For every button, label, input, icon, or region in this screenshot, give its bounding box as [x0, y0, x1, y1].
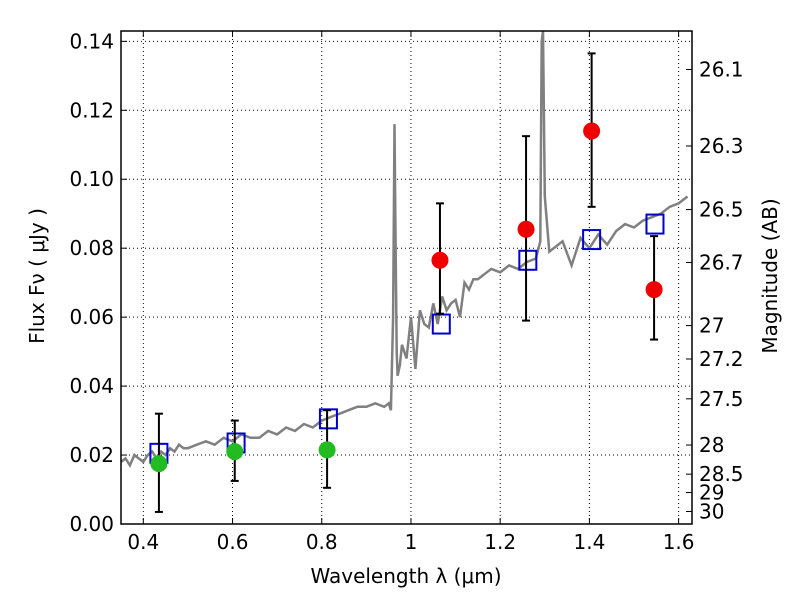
observed-flux-point [517, 220, 535, 238]
right-tick-label: 27 [699, 314, 724, 338]
observed-flux-point [226, 443, 244, 461]
x-tick-label: 1.4 [573, 530, 605, 554]
right-tick-label: 28.5 [699, 462, 744, 486]
model-photometry-square [582, 229, 602, 251]
model-photometry-square [645, 213, 665, 235]
observed-flux-point [150, 455, 168, 473]
y-tick-label: 0.12 [69, 98, 114, 122]
y-tick-label: 0.00 [69, 512, 114, 536]
plot-frame [120, 30, 693, 525]
x-tick-label: 0.6 [217, 530, 249, 554]
y-tick-label: 0.02 [69, 443, 114, 467]
y-tick-label: 0.10 [69, 167, 114, 191]
plot-area [121, 31, 689, 513]
model-spectrum-line [121, 31, 689, 469]
x-tick-label: 0.8 [306, 530, 338, 554]
x-tick-label: 1 [405, 530, 418, 554]
right-tick-label: 26.7 [699, 250, 744, 274]
y-tick-label: 0.06 [69, 305, 114, 329]
y-tick-label: 0.14 [69, 29, 114, 53]
axes: 0.4 0.6 0.8 1 1.2 1.4 1.6 0.00 0.02 0.04 0.06 0.08 0… [69, 29, 743, 554]
grid [121, 31, 692, 525]
x-tick-label: 1.2 [484, 530, 516, 554]
right-tick-label: 30 [699, 499, 724, 523]
right-tick-label: 27.5 [699, 387, 744, 411]
right-tick-label: 26.1 [699, 58, 744, 82]
observed-flux-point [431, 251, 449, 269]
right-tick-label: 26.5 [699, 198, 744, 222]
right-tick-label: 26.3 [699, 134, 744, 158]
right-tick-label: 29 [699, 481, 724, 505]
x-tick-label: 0.4 [127, 530, 159, 554]
right-tick-label: 28 [699, 433, 724, 457]
y-axis-label: Flux Fν ( μJy ) [25, 208, 49, 344]
x-tick-label: 1.6 [663, 530, 695, 554]
model-photometry-square [518, 249, 538, 271]
y-tick-label: 0.04 [69, 374, 114, 398]
observed-flux-point [318, 441, 336, 459]
right-axis-label: Magnitude (AB) [758, 198, 782, 353]
y-tick-label: 0.08 [69, 236, 114, 260]
observed-flux-point [645, 281, 663, 299]
observed-flux-point [583, 122, 601, 140]
x-axis-label: Wavelength λ (μm) [310, 564, 501, 588]
right-tick-label: 27.2 [699, 347, 744, 371]
